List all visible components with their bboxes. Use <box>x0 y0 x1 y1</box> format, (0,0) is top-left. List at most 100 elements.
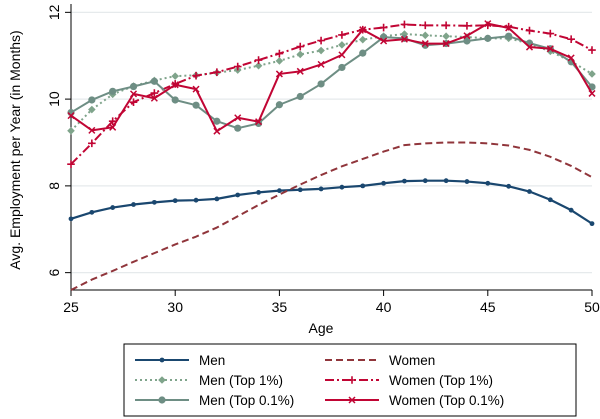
legend-label: Women <box>389 353 435 368</box>
data-point-women-top-1 <box>192 71 200 80</box>
data-point-men <box>422 178 428 184</box>
data-point-men <box>506 183 512 189</box>
data-point-women-top-0-1 <box>67 112 75 120</box>
data-point-men-top-0-1 <box>275 101 283 109</box>
data-point-men <box>485 180 491 186</box>
data-point-men-top-0-1 <box>192 101 200 109</box>
data-point-women-top-1 <box>338 31 346 39</box>
legend-label: Men (Top 1%) <box>199 373 283 388</box>
data-point-men-top-1 <box>400 30 409 38</box>
data-point-women-top-0-1 <box>525 43 534 51</box>
data-point-women-top-0-1 <box>192 85 200 93</box>
y-axis-ticks: 6 8 10 12 <box>46 4 71 277</box>
data-point-men <box>172 198 178 204</box>
data-point-men <box>110 205 116 210</box>
series-line-women-top-0-1 <box>70 22 593 133</box>
data-point-men-top-1 <box>338 41 346 49</box>
legend: Men Women Men (Top 1%) Women (Top 1%) Men (T… <box>123 343 577 417</box>
y-tick-label: 12 <box>46 4 62 20</box>
data-point-men-top-0-1 <box>484 34 492 42</box>
data-point-women-top-1 <box>213 68 221 77</box>
data-point-women-top-0-1 <box>546 45 554 53</box>
data-point-men <box>89 209 95 215</box>
data-point-women-top-0-1 <box>171 81 179 89</box>
y-tick-label: 10 <box>46 91 62 107</box>
data-point-women-top-1 <box>88 139 96 148</box>
data-point-women-top-1 <box>67 160 75 168</box>
data-point-women-top-0-1 <box>275 70 283 78</box>
data-point-men-top-0-1 <box>234 124 242 132</box>
data-point-women-top-0-1 <box>567 54 575 62</box>
data-point-women-top-0-1 <box>588 89 596 97</box>
data-point-men-top-1 <box>254 61 263 70</box>
data-point-women-top-0-1 <box>150 94 158 102</box>
data-point-men-top-0-1 <box>88 96 96 104</box>
legend-item-men-top-1: Men (Top 1%) <box>135 373 283 388</box>
data-point-men-top-0-1 <box>505 32 513 40</box>
data-point-women-top-0-1 <box>380 37 388 45</box>
data-point-women-top-1 <box>421 21 430 30</box>
data-point-women-top-1 <box>275 49 284 58</box>
series-women <box>70 141 593 291</box>
data-point-women-top-0-1 <box>109 123 117 131</box>
data-point-men-top-0-1 <box>296 92 304 101</box>
x-axis-ticks: 25 30 35 40 45 50 <box>63 290 600 315</box>
series-line-women <box>70 141 593 291</box>
x-tick-label: 25 <box>63 299 79 315</box>
data-point-men <box>193 197 199 203</box>
data-point-women-top-1 <box>546 29 555 38</box>
data-point-men-top-1 <box>317 46 325 55</box>
data-point-men <box>131 202 136 207</box>
data-point-women-top-1 <box>379 23 388 32</box>
legend-label: Men (Top 0.1%) <box>199 393 294 408</box>
data-point-men <box>151 199 157 205</box>
x-tick-label: 45 <box>480 299 496 315</box>
series-women-top-0-1 <box>67 20 596 135</box>
data-point-women-top-1 <box>442 21 450 30</box>
data-point-men-top-1 <box>296 50 305 59</box>
y-tick-label: 6 <box>46 269 62 277</box>
data-point-women-top-1 <box>463 21 471 30</box>
data-point-men-top-0-1 <box>109 87 117 95</box>
legend-marker <box>158 376 166 384</box>
data-point-women-top-0-1 <box>213 127 221 135</box>
data-point-men-top-1 <box>67 126 75 135</box>
data-point-men-top-1 <box>171 72 179 80</box>
data-point-men <box>214 196 220 202</box>
y-tick-label: 8 <box>46 182 62 190</box>
data-point-women-top-0-1 <box>463 32 471 40</box>
data-point-men <box>235 192 241 198</box>
data-point-women-top-1 <box>317 36 325 45</box>
legend-item-men-top-0-1: Men (Top 0.1%) <box>135 393 294 408</box>
plot-series <box>67 20 596 291</box>
series-men <box>68 178 595 227</box>
x-tick-label: 30 <box>167 299 183 315</box>
data-point-women-top-1 <box>400 20 409 29</box>
data-point-men <box>68 216 74 222</box>
data-point-women-top-0-1 <box>317 60 325 68</box>
legend-label: Women (Top 0.1%) <box>389 393 504 408</box>
data-point-men <box>402 178 407 184</box>
legend-item-women-top-1: Women (Top 1%) <box>325 373 493 388</box>
data-point-men <box>589 221 595 227</box>
data-point-men-top-1 <box>88 105 96 114</box>
data-point-women-top-1 <box>254 56 263 64</box>
data-point-women-top-0-1 <box>129 90 138 98</box>
data-point-women-top-0-1 <box>88 126 96 134</box>
data-point-women-top-0-1 <box>255 118 263 126</box>
series-line-men <box>70 179 593 225</box>
data-point-men <box>318 186 324 192</box>
data-point-men-top-1 <box>588 70 596 78</box>
legend-marker <box>158 396 166 404</box>
data-point-women-top-1 <box>588 46 596 54</box>
series-women-top-1 <box>67 20 596 168</box>
legend-marker <box>159 357 165 363</box>
data-point-women-top-1 <box>525 26 534 35</box>
data-point-women-top-1 <box>567 35 575 44</box>
y-axis-title: Avg. Employment per Year (in Months) <box>7 30 23 269</box>
data-point-women-top-1 <box>296 42 305 51</box>
data-point-men <box>464 179 470 184</box>
axes <box>70 4 592 291</box>
data-point-men-top-0-1 <box>150 77 158 85</box>
data-point-women-top-0-1 <box>421 40 429 48</box>
